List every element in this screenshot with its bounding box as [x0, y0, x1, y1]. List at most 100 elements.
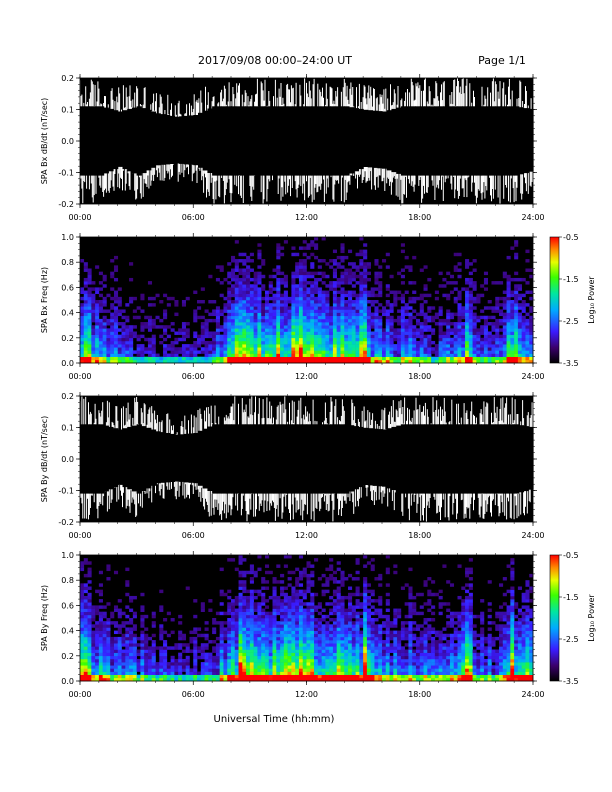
spectrogram-cell [340, 334, 345, 339]
spectrogram-cell [291, 300, 296, 304]
spectrogram-cell [295, 284, 300, 288]
signal-core-block [490, 424, 496, 494]
spectrogram-cell [113, 322, 119, 326]
spectrogram-cell [121, 309, 126, 313]
signal-core-block [202, 428, 208, 489]
spectrogram-cell [336, 306, 341, 310]
spectrogram-cell [283, 347, 288, 351]
spectrogram-cell [366, 350, 371, 354]
spectrogram-cell [185, 359, 190, 364]
signal-core-block [405, 424, 411, 494]
spectrogram-cell [102, 668, 107, 672]
spectrogram-cell [242, 356, 247, 361]
spectrogram-cell [193, 290, 198, 294]
spectrogram-cell [204, 334, 209, 339]
spectrogram-cell [514, 334, 519, 339]
spectrogram-cell [95, 309, 100, 313]
spectrogram-cell [106, 322, 111, 326]
spectrogram-cell [144, 662, 149, 666]
spectrogram-cell [385, 337, 390, 342]
spectrogram-cell [332, 325, 337, 329]
spectrogram-cell [102, 636, 107, 641]
spectrogram-cell [219, 668, 224, 672]
spectrogram-cell [510, 337, 515, 342]
spectrogram-cell [144, 359, 149, 364]
spectrogram-cell [249, 322, 254, 326]
spectrogram-cell [159, 668, 164, 672]
spectrogram-cell [487, 300, 492, 304]
spectrogram-cell [502, 303, 507, 307]
spectrogram-cell [280, 312, 285, 317]
spectrogram-cell [366, 359, 371, 364]
spectrogram-cell [359, 293, 364, 298]
spectrogram-cell [517, 334, 522, 339]
spectrogram-cell [83, 561, 88, 565]
spectrogram-cell [502, 312, 507, 317]
spectrogram-cell [174, 300, 179, 304]
spectrogram-cell [302, 303, 307, 307]
signal-core-block [84, 424, 90, 494]
spectrogram-cell [442, 284, 447, 288]
x-axis: 00:00 06:00 12:00 18:00 24:00 [68, 233, 545, 381]
spectrogram-cell [246, 303, 251, 307]
spectrogram-cell [181, 665, 187, 669]
spectrogram-cell [298, 303, 304, 307]
spectrogram-cell [87, 300, 92, 304]
spectrogram-cell [393, 337, 398, 342]
spectrogram-cell [219, 344, 224, 348]
spectrogram-cell [98, 328, 103, 332]
spectrogram-cell [174, 359, 179, 364]
spectrogram-cell [408, 328, 413, 332]
spectrogram-cell [348, 322, 353, 326]
spectrogram-cell [499, 356, 504, 361]
spectrogram-cell [298, 318, 304, 323]
spectrogram-cell [83, 595, 88, 600]
spectrogram-cell [298, 328, 304, 332]
spectrogram-cell [446, 353, 451, 357]
spectrogram-cell [310, 243, 315, 247]
spectrogram-cell [412, 334, 417, 339]
spectrogram-cell [140, 325, 145, 329]
spectrogram-cell [83, 658, 88, 663]
spectrogram-cell [419, 309, 424, 313]
signal-core-block [377, 429, 383, 487]
spectrogram-cell [438, 331, 443, 335]
spectrogram-cell [215, 331, 220, 335]
spectrogram-cell [87, 677, 92, 682]
spectrogram-cell [140, 293, 145, 298]
spectrogram-cell [174, 347, 179, 351]
spectrogram-cell [246, 325, 251, 329]
spectrogram-cell [321, 237, 326, 241]
spectrogram-cell [291, 309, 296, 313]
spectrogram-cell [163, 347, 168, 351]
spectrogram-cell [514, 240, 519, 244]
spectrogram-cell [223, 658, 228, 663]
spectrogram-cell [219, 328, 224, 332]
spectrogram-cell [355, 350, 360, 354]
spectrogram-cell [223, 655, 228, 660]
spectrogram-cell [521, 303, 526, 307]
spectrogram-cell [185, 586, 190, 590]
spectrogram-cell [499, 296, 504, 301]
spectrogram-cell [472, 359, 477, 364]
spectrogram-cell [393, 331, 398, 335]
spectrogram-cell [261, 287, 266, 291]
spectrogram-cell [427, 315, 432, 320]
spectrogram-cell [476, 340, 481, 345]
spectrogram-cell [314, 243, 319, 247]
spectrogram-cell [344, 268, 349, 272]
spectrogram-cell [264, 353, 270, 357]
spectrogram-cell [415, 331, 421, 335]
spectrogram-cell [465, 259, 470, 263]
spectrogram-cell [336, 344, 341, 348]
spectrogram-cell [291, 356, 296, 361]
spectrogram-cell [404, 309, 409, 313]
spectrogram-cell [348, 249, 353, 254]
spectrogram-cell [472, 353, 477, 357]
spectrogram-cell [344, 328, 349, 332]
spectrogram-cell [495, 337, 500, 342]
spectrogram-cell [359, 303, 364, 307]
signal-core-block [485, 424, 492, 494]
spectrogram-cell [234, 630, 239, 635]
spectrogram-cell [329, 287, 334, 291]
